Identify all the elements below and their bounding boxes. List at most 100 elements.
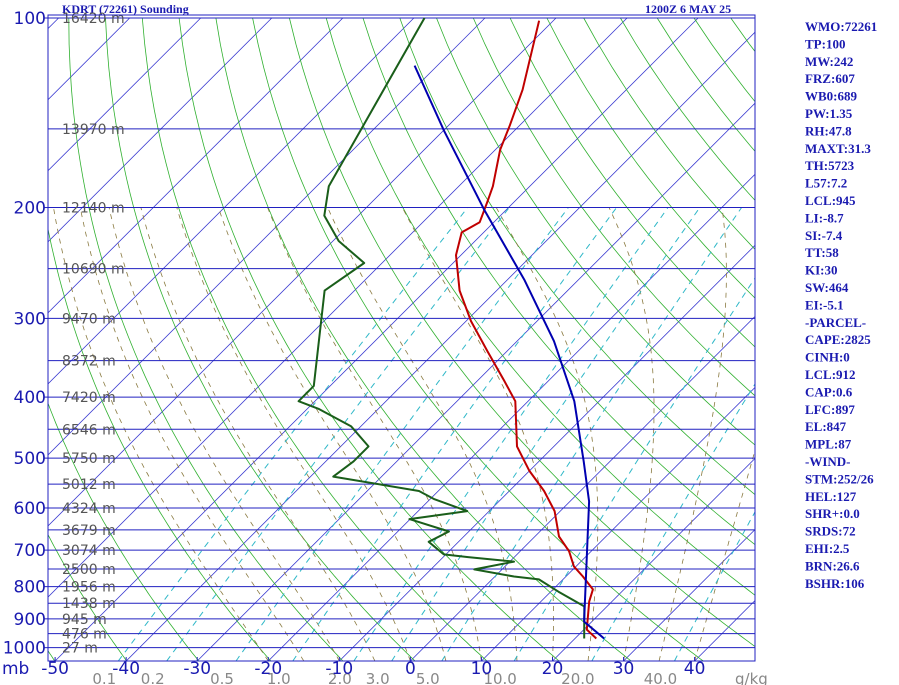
height-label: 10690 m <box>62 262 125 278</box>
y-tick-label: 200 <box>14 199 46 219</box>
mixing-ratio-label: 10.0 <box>483 670 516 685</box>
index-text: TT:58 <box>805 245 839 260</box>
labels: KDRT (72261) Sounding 1200Z 6 MAY 25 0.1… <box>2 2 877 685</box>
isotherm <box>48 17 202 172</box>
x-tick-label: 40 <box>684 659 706 679</box>
dry-adiabat <box>362 17 755 546</box>
chart-subtitle: 1200Z 6 MAY 25 <box>645 2 731 16</box>
index-text: MPL:87 <box>805 437 852 452</box>
isotherm <box>48 17 557 527</box>
moist-adiabat <box>608 207 655 661</box>
index-text: SRDS:72 <box>805 524 856 539</box>
isotherm <box>48 17 344 314</box>
height-label: 13970 m <box>62 122 125 138</box>
y-tick-label: 100 <box>14 9 46 29</box>
index-text: TH:5723 <box>805 158 855 173</box>
mixing-ratio-label: 0.2 <box>141 670 165 685</box>
moist-adiabat <box>217 207 447 661</box>
index-text: WMO:72261 <box>805 19 877 34</box>
moist-adiabat <box>140 207 376 661</box>
mixing-ratio-line <box>292 207 618 661</box>
moist-adiabat <box>79 207 305 661</box>
y-tick-label: 300 <box>14 309 46 329</box>
plot-frame <box>47 14 756 662</box>
moist-adiabat <box>267 207 482 661</box>
isotherm <box>125 31 755 661</box>
height-label: 476 m <box>62 627 107 643</box>
moist-adiabat <box>495 207 599 661</box>
mixing-ratio-label: 0.5 <box>210 670 234 685</box>
index-text: -WIND- <box>805 454 851 469</box>
index-text: L57:7.2 <box>805 176 847 191</box>
mixing-ratio-label: 5.0 <box>416 670 440 685</box>
height-label: 1438 m <box>62 596 116 612</box>
index-text: PW:1.35 <box>805 106 853 121</box>
mixing-ratio-line <box>235 207 569 661</box>
profile-line <box>413 65 605 640</box>
mixing-ratio-line <box>674 510 755 661</box>
mixing-ratio-line <box>391 207 701 661</box>
y-tick-label: 600 <box>14 499 46 519</box>
mixing-ratio-line <box>513 277 755 661</box>
dry-adiabat <box>68 17 344 661</box>
index-text: LFC:897 <box>805 402 855 417</box>
mixing-ratio-label: 2.0 <box>328 670 352 685</box>
index-text: SI:-7.4 <box>805 228 843 243</box>
height-label: 1956 m <box>62 580 116 596</box>
isotherm <box>623 528 755 661</box>
x-tick-label: -30 <box>183 659 211 679</box>
index-text: WB0:689 <box>805 89 858 104</box>
plot-area <box>48 17 755 661</box>
index-text: KI:30 <box>805 263 838 278</box>
index-text: STM:252/26 <box>805 471 874 486</box>
index-text: MAXT:31.3 <box>805 141 871 156</box>
isotherm <box>267 173 755 661</box>
dry-adiabat <box>546 17 755 299</box>
index-text: CAPE:2825 <box>805 332 871 347</box>
index-text: LI:-8.7 <box>805 210 844 225</box>
x-tick-label: -20 <box>254 659 282 679</box>
index-text: LCL:912 <box>805 367 856 382</box>
moist-adiabat <box>658 207 727 661</box>
isotherm <box>48 17 415 385</box>
height-label: 3074 m <box>62 543 116 559</box>
isotherm <box>481 386 755 661</box>
profile-line <box>297 17 586 639</box>
index-text: BSHR:106 <box>805 576 865 591</box>
y-tick-label: 900 <box>14 610 46 630</box>
moist-adiabat <box>176 207 411 661</box>
height-label: 16420 m <box>62 11 125 27</box>
x-tick-label: -40 <box>112 659 140 679</box>
dry-adiabat <box>178 17 560 661</box>
mixing-ratio-label: 3.0 <box>366 670 390 685</box>
dry-adiabat <box>289 17 755 648</box>
y-unit: mb <box>2 659 29 679</box>
isotherm <box>552 457 755 661</box>
index-text: -PARCEL- <box>805 315 866 330</box>
x-tick-label: -10 <box>325 659 353 679</box>
isotherm <box>48 17 486 456</box>
index-text: CINH:0 <box>805 350 850 365</box>
y-tick-label: 700 <box>14 541 46 561</box>
isotherm <box>54 17 699 661</box>
chart-title: KDRT (72261) Sounding <box>62 2 189 16</box>
isotherm <box>48 17 628 598</box>
dry-adiabat <box>472 17 755 397</box>
mixing-ratio-line <box>441 207 743 661</box>
index-text: HEL:127 <box>805 489 857 504</box>
dry-adiabat <box>48 533 128 661</box>
index-text: RH:47.8 <box>805 123 852 138</box>
moist-adiabat <box>694 449 755 661</box>
height-label: 9470 m <box>62 311 116 327</box>
height-label: 12140 m <box>62 201 125 217</box>
mixing-ratio-label: 0.1 <box>92 670 116 685</box>
dry-adiabat <box>509 17 755 348</box>
height-label: 8372 m <box>62 354 116 370</box>
index-text: SHR+:0.0 <box>805 506 860 521</box>
dry-adiabat <box>141 17 488 661</box>
mixing-ratio-label: 20.0 <box>561 670 594 685</box>
y-tick-label: 400 <box>14 388 46 408</box>
mixing-ratio-line <box>353 207 669 661</box>
